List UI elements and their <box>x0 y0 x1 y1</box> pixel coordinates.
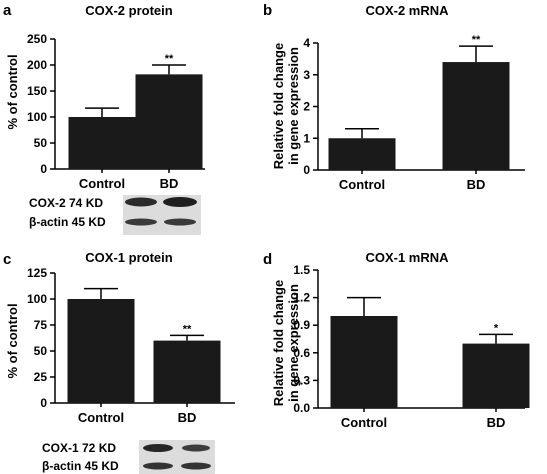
category-label: Control <box>339 177 385 192</box>
category-label: BD <box>178 410 197 425</box>
y-tick-label: 150 <box>27 84 47 98</box>
bar-bd <box>153 340 221 403</box>
y-tick-label: 1 <box>303 131 310 145</box>
significance-marker: ** <box>472 34 481 46</box>
bar-bd <box>462 343 530 408</box>
significance-marker: ** <box>165 53 174 65</box>
blot-label-c-1: COX-1 72 KD <box>42 441 116 455</box>
y-tick-label: 4 <box>303 36 310 50</box>
chart-cox1-protein: 0 25 50 75 100 125 Control BD ** <box>27 266 235 425</box>
panel-letter-c: c <box>3 251 11 268</box>
category-label: BD <box>487 415 506 430</box>
blot-band <box>125 218 157 226</box>
y-tick-label: 50 <box>34 136 48 150</box>
y-tick-label: 3 <box>303 68 310 82</box>
blot-band <box>125 197 157 207</box>
y-tick-label: 100 <box>27 292 47 306</box>
y-tick-label: 0 <box>40 396 47 410</box>
y-tick-label: 200 <box>27 58 47 72</box>
significance-marker: * <box>494 322 499 334</box>
y-tick-label: 1.5 <box>293 263 310 277</box>
category-label: Control <box>341 415 387 430</box>
y-tick-label: 1.2 <box>293 291 310 305</box>
blot-band <box>181 462 211 470</box>
bar-bd <box>442 62 510 170</box>
category-label: BD <box>160 176 179 191</box>
ylabel-b-line2: in gene expression <box>286 47 301 165</box>
title-d: COX-1 mRNA <box>365 250 449 265</box>
y-tick-label: 0.0 <box>293 401 310 415</box>
category-label: Control <box>79 176 125 191</box>
title-c: COX-1 protein <box>85 250 172 265</box>
panel-letter-d: d <box>263 251 272 268</box>
panel-letter-a: a <box>3 2 12 19</box>
panel-letter-b: b <box>263 2 272 19</box>
category-label: Control <box>78 410 124 425</box>
category-label: BD <box>467 177 486 192</box>
ylabel-d-line1: Relative fold change <box>271 280 286 406</box>
y-tick-label: 0.9 <box>293 318 310 332</box>
significance-marker: ** <box>183 323 192 335</box>
y-tick-label: 100 <box>27 110 47 124</box>
y-tick-label: 0.3 <box>293 373 310 387</box>
y-tick-label: 250 <box>27 32 47 46</box>
blot-band <box>143 462 173 470</box>
bar-control <box>67 299 135 403</box>
y-tick-label: 2 <box>303 100 310 114</box>
ylabel-a: % of control <box>5 54 20 129</box>
ylabel-c: % of control <box>5 303 20 378</box>
blot-c: COX-1 72 KD β-actin 45 KD <box>42 440 215 474</box>
blot-label-a-1: COX-2 74 KD <box>29 196 103 210</box>
y-tick-label: 75 <box>34 318 48 332</box>
y-tick-label: 0 <box>40 162 47 176</box>
chart-cox2-protein: 0 50 100 150 200 250 Control BD ** <box>27 32 205 191</box>
y-tick-label: 50 <box>34 344 48 358</box>
blot-band <box>143 444 173 452</box>
blot-label-a-2: β-actin 45 KD <box>29 215 106 229</box>
blot-band <box>182 444 210 452</box>
y-tick-label: 0.6 <box>293 346 310 360</box>
y-tick-label: 25 <box>34 370 48 384</box>
y-tick-label: 0 <box>303 163 310 177</box>
bar-bd <box>135 74 203 169</box>
chart-cox2-mrna: 0 1 2 3 4 Control BD ** <box>303 34 525 192</box>
bar-control <box>328 138 396 170</box>
blot-a: COX-2 74 KD β-actin 45 KD <box>29 195 201 235</box>
ylabel-d-line2: in gene expression <box>286 284 301 402</box>
blot-band <box>163 197 197 207</box>
bar-control <box>68 117 136 169</box>
title-a: COX-2 protein <box>85 3 172 18</box>
blot-label-c-2: β-actin 45 KD <box>42 459 119 473</box>
y-tick-label: 125 <box>27 266 47 280</box>
chart-cox1-mrna: 0.0 0.3 0.6 0.9 1.2 1.5 Control BD * <box>293 263 530 430</box>
ylabel-b-line1: Relative fold change <box>271 43 286 169</box>
bar-control <box>330 316 398 408</box>
blot-band <box>164 218 196 226</box>
title-b: COX-2 mRNA <box>365 3 449 18</box>
